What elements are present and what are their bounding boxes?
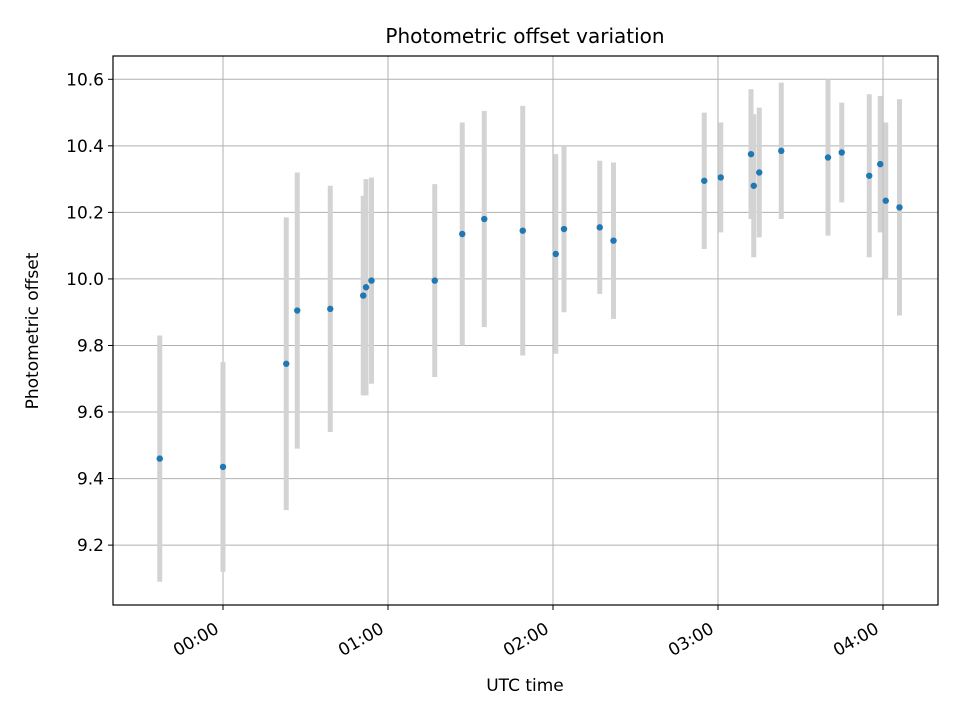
data-point (778, 147, 785, 155)
data-point (552, 250, 559, 258)
data-points (156, 147, 903, 471)
chart-title: Photometric offset variation (385, 24, 664, 48)
data-point (882, 197, 889, 204)
data-point (481, 215, 488, 223)
data-point (459, 230, 466, 238)
y-tick-label: 10.0 (66, 270, 104, 290)
y-tick-label: 9.2 (77, 536, 104, 556)
data-point (756, 169, 763, 176)
data-point (701, 177, 708, 184)
y-tick-label: 10.6 (66, 70, 104, 90)
data-point (717, 174, 724, 181)
data-point (431, 277, 438, 284)
data-point (866, 172, 873, 179)
data-point (519, 227, 526, 234)
data-point (877, 160, 884, 168)
data-point (750, 182, 757, 189)
data-point (610, 237, 617, 244)
data-point (219, 463, 227, 471)
data-point (283, 360, 290, 367)
data-point (560, 225, 568, 233)
y-tick-label: 10.4 (66, 137, 104, 157)
plot-frame (112, 55, 939, 606)
y-tick-label: 10.2 (66, 203, 104, 223)
y-tick-label: 9.4 (77, 470, 104, 490)
data-point (156, 455, 163, 462)
y-tick-label: 9.8 (77, 336, 104, 356)
y-axis-title: Photometric offset (23, 252, 43, 409)
grid (113, 56, 938, 605)
data-point (596, 224, 603, 231)
data-point (294, 307, 301, 314)
data-point (327, 305, 334, 313)
data-point (360, 292, 367, 299)
data-point (824, 154, 832, 161)
data-point (362, 284, 370, 291)
data-point (368, 277, 375, 284)
data-point (896, 204, 903, 211)
x-axis-title: UTC time (486, 676, 564, 696)
y-axis: 9.2 9.4 9.6 9.8 10.0 10.2 10.4 10.6 (66, 70, 113, 556)
y-tick-label: 9.6 (77, 403, 104, 423)
data-point (747, 150, 755, 158)
data-point (838, 149, 845, 156)
